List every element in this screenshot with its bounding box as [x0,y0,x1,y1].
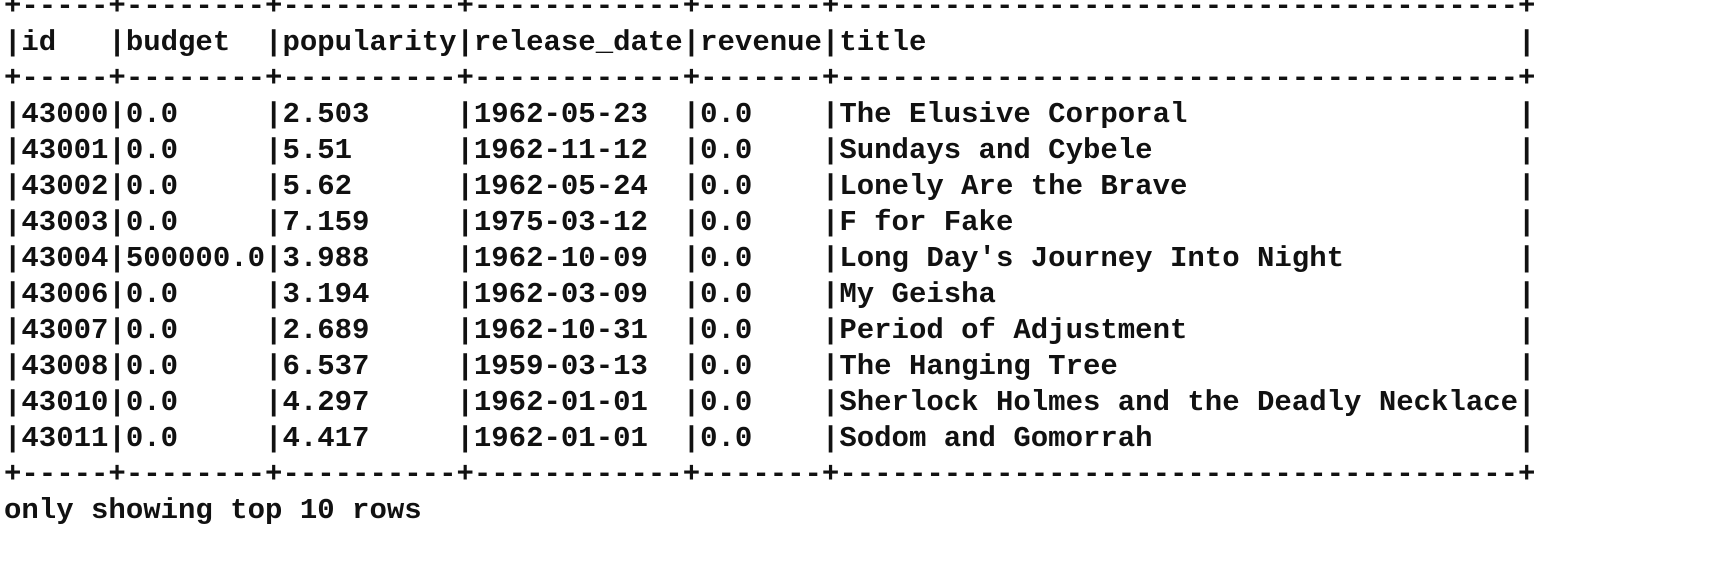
table-row: |43003|0.0 |7.159 |1975-03-12 |0.0 |F fo… [4,206,1536,239]
table-row: |43002|0.0 |5.62 |1962-05-24 |0.0 |Lonel… [4,170,1536,203]
table-border-top: +-----+--------+----------+------------+… [4,0,1536,23]
table-body: |43000|0.0 |2.503 |1962-05-23 |0.0 |The … [4,97,1535,457]
table-row: |43001|0.0 |5.51 |1962-11-12 |0.0 |Sunda… [4,134,1536,167]
table-row: |43011|0.0 |4.417 |1962-01-01 |0.0 |Sodo… [4,422,1536,455]
table-row: |43010|0.0 |4.297 |1962-01-01 |0.0 |Sher… [4,386,1536,419]
table-border-bottom: +-----+--------+----------+------------+… [4,458,1536,491]
table-row: |43008|0.0 |6.537 |1959-03-13 |0.0 |The … [4,350,1536,383]
table-row: |43006|0.0 |3.194 |1962-03-09 |0.0 |My G… [4,278,1536,311]
footer-text: only showing top 10 rows [4,494,422,527]
table-header-separator: +-----+--------+----------+------------+… [4,62,1536,95]
console-output: +-----+--------+----------+------------+… [4,0,1535,529]
table-row: |43000|0.0 |2.503 |1962-05-23 |0.0 |The … [4,98,1536,131]
table-row: |43004|500000.0|3.988 |1962-10-09 |0.0 |… [4,242,1536,275]
table-row: |43007|0.0 |2.689 |1962-10-31 |0.0 |Peri… [4,314,1536,347]
table-header-row: |id |budget |popularity|release_date|rev… [4,26,1536,59]
